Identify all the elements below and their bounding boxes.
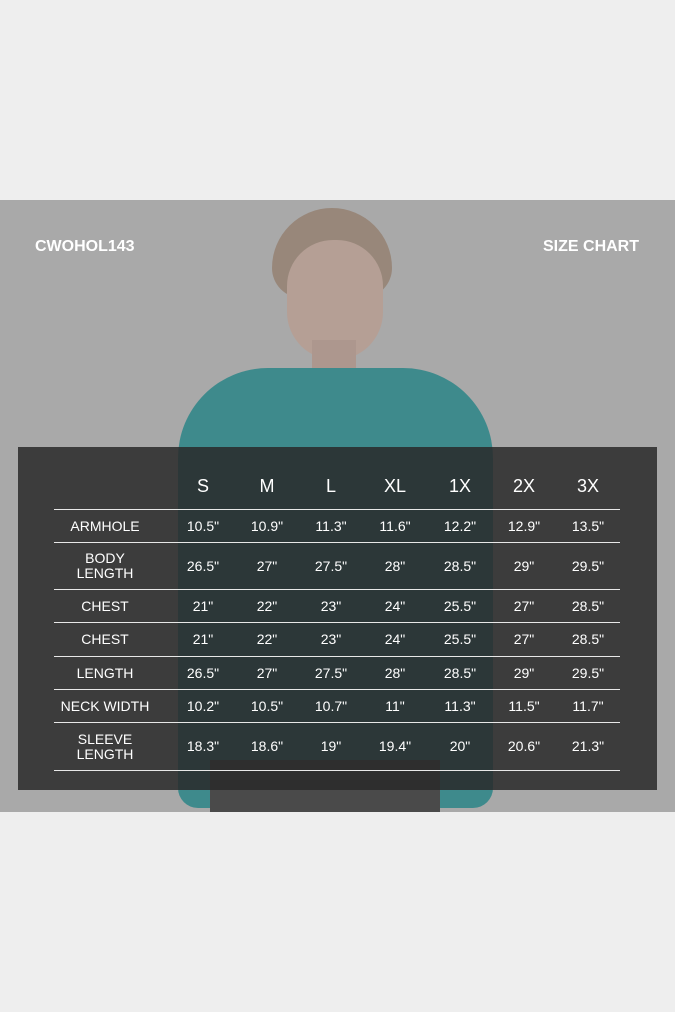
- table-row: SLEEVE LENGTH 18.3" 18.6" 19" 19.4" 20" 20.6" 21…: [54, 723, 620, 771]
- row-label: CHEST: [81, 631, 129, 647]
- table-row: LENGTH 26.5" 27" 27.5" 28" 28.5" 29" 29.5": [54, 657, 620, 690]
- measurement-cell: 20.6": [507, 738, 541, 754]
- measurement-cell: 25.5": [443, 597, 477, 614]
- measurement-cell: 29": [513, 557, 535, 574]
- measurement-cell: 11.5": [508, 697, 540, 714]
- row-label: LENGTH: [76, 664, 134, 681]
- measurement-cell: 26.5": [186, 664, 220, 681]
- measurement-cell: 29.5": [571, 557, 605, 574]
- measurement-cell: 28.5": [443, 557, 477, 574]
- measurement-cell: 12.2": [443, 517, 477, 534]
- measurement-cell: 19.4": [378, 738, 412, 754]
- row-label: CHEST: [81, 597, 129, 614]
- measurement-cell: 27.5": [314, 664, 348, 681]
- measurement-cell: 28.5": [571, 631, 605, 647]
- size-header-s: S: [196, 476, 209, 496]
- measurement-cell: 28": [384, 664, 406, 681]
- table-row: NECK WIDTH 10.2" 10.5" 10.7" 11" 11.3" 11.5" 11…: [54, 690, 620, 723]
- measurement-cell: 11": [385, 697, 405, 714]
- row-label: SLEEVE LENGTH: [76, 730, 134, 762]
- measurement-cell: 12.9": [507, 517, 541, 534]
- measurement-cell: 29.5": [571, 664, 605, 681]
- measurement-cell: 11.6": [379, 517, 411, 534]
- size-chart-title: SIZE CHART: [543, 238, 639, 255]
- measurement-cell: 24": [384, 597, 406, 614]
- size-header-xl: XL: [383, 476, 407, 496]
- size-header-3x: 3X: [576, 476, 600, 496]
- size-header-1x: 1X: [448, 476, 472, 496]
- row-label: ARMHOLE: [70, 517, 140, 534]
- measurement-cell: 24": [384, 631, 406, 647]
- measurement-cell: 21": [192, 631, 214, 647]
- measurement-cell: 28": [384, 557, 406, 574]
- table-row: CHEST 21" 22" 23" 24" 25.5" 27" 28.5": [54, 623, 620, 657]
- measurement-cell: 18.3": [186, 738, 220, 754]
- measurement-cell: 22": [256, 597, 278, 614]
- measurement-cell: 25.5": [443, 631, 477, 647]
- measurement-cell: 10.2": [186, 697, 220, 714]
- measurement-cell: 27": [256, 664, 278, 681]
- measurement-cell: 10.5": [250, 697, 284, 714]
- measurement-cell: 19": [320, 738, 342, 754]
- size-header-m: M: [259, 476, 275, 496]
- measurement-cell: 21": [192, 597, 214, 614]
- measurement-cell: 26.5": [186, 557, 220, 574]
- size-header-2x: 2X: [512, 476, 536, 496]
- measurement-cell: 11.3": [315, 517, 347, 534]
- measurement-cell: 13.5": [571, 517, 605, 534]
- size-chart-panel: [18, 447, 657, 790]
- measurement-cell: 27": [513, 597, 535, 614]
- measurement-cell: 18.6": [250, 738, 284, 754]
- measurement-cell: 10.5": [186, 517, 220, 534]
- table-row: BODY LENGTH 26.5" 27" 27.5" 28" 28.5" 29" 29.5": [54, 543, 620, 590]
- size-header-l: L: [325, 476, 336, 496]
- measurement-cell: 21.3": [571, 738, 605, 754]
- measurement-cell: 28.5": [443, 664, 477, 681]
- measurement-cell: 28.5": [571, 597, 605, 614]
- measurement-cell: 27": [256, 557, 278, 574]
- measurement-cell: 22": [256, 631, 278, 647]
- measurement-cell: 23": [320, 631, 342, 647]
- row-label: NECK WIDTH: [60, 697, 150, 714]
- measurement-cell: 20": [449, 738, 471, 754]
- table-row: CHEST 21" 22" 23" 24" 25.5" 27" 28.5": [54, 590, 620, 623]
- measurement-cell: 11.3": [444, 697, 476, 714]
- row-label: BODY LENGTH: [76, 550, 134, 581]
- measurement-cell: 29": [513, 664, 535, 681]
- measurement-cell: 10.7": [314, 697, 348, 714]
- measurement-cell: 11.7": [572, 697, 604, 714]
- measurement-cell: 27": [513, 631, 535, 647]
- measurement-cell: 27.5": [314, 557, 348, 574]
- measurement-cell: 23": [320, 597, 342, 614]
- divider: [54, 509, 620, 510]
- product-code: CWOHOL143: [35, 238, 135, 255]
- measurement-cell: 10.9": [250, 517, 284, 534]
- table-row: ARMHOLE 10.5" 10.9" 11.3" 11.6" 12.2" 12.9" 13.…: [54, 510, 620, 543]
